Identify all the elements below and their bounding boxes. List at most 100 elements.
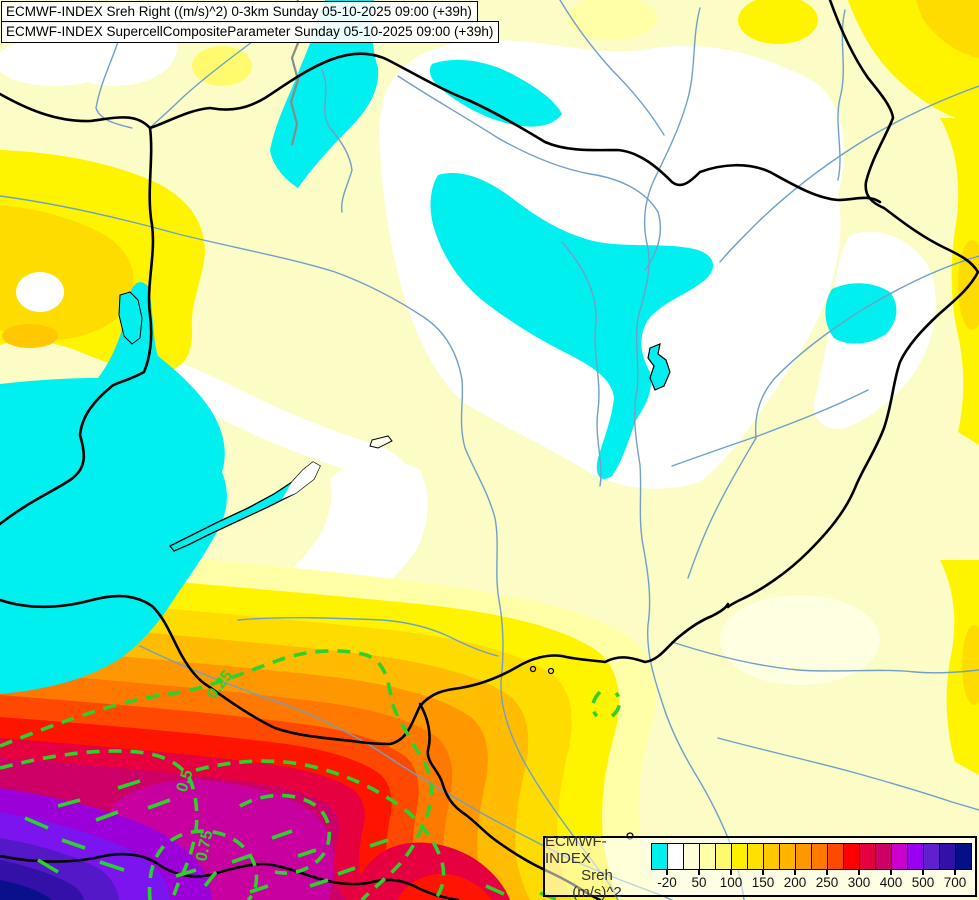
white-zone-br xyxy=(720,595,880,685)
river-tl-1 xyxy=(95,41,133,129)
colorbar-tick-label: 50 xyxy=(691,875,707,890)
small-lake-2 xyxy=(547,667,555,675)
colorbar-tick-label: -20 xyxy=(657,875,677,890)
colorbar-tick-label: 700 xyxy=(943,875,967,890)
scp-dash xyxy=(99,860,125,872)
negative-sreh-patches xyxy=(0,0,897,694)
scp-dash xyxy=(297,848,317,858)
border-northeast xyxy=(726,0,979,609)
colorbar-tick-label: 250 xyxy=(815,875,839,890)
colorbar-tick xyxy=(698,870,700,875)
yellow-se-band xyxy=(940,560,979,775)
scp-dash xyxy=(249,884,269,894)
scp-contours xyxy=(0,649,622,900)
map-title-line2: ECMWF-INDEX SupercellCompositeParameter … xyxy=(1,21,500,43)
border-bottomleft xyxy=(0,852,460,900)
border-northwest xyxy=(0,52,882,204)
scp-label-05: 0.5 xyxy=(174,768,197,795)
border-south xyxy=(0,594,730,746)
scp-dash xyxy=(485,884,505,896)
river-tl-2 xyxy=(149,41,253,129)
colorbar-cell xyxy=(667,843,684,870)
scp-contour-scatter xyxy=(24,779,557,900)
scp-contour-05-east xyxy=(195,759,446,900)
colorbar-tick xyxy=(794,870,796,875)
legend-box: ECMWF-INDEX Sreh (m/s)^2 -20 50 100 150 200 2… xyxy=(543,832,977,900)
cyan-central-band xyxy=(430,172,714,479)
river-koros xyxy=(671,389,869,467)
river-se-1 xyxy=(671,641,979,674)
lake-neusiedl xyxy=(118,291,143,345)
map-title-line1: ECMWF-INDEX Sreh Right ((m/s)^2) 0-3km S… xyxy=(1,1,478,23)
colorbar-cell xyxy=(955,843,972,870)
colorbar-cell xyxy=(843,843,860,870)
white-west-hole xyxy=(16,272,64,312)
band-navy xyxy=(0,880,52,900)
cyan-top-blob xyxy=(429,59,562,127)
colorbar-cell xyxy=(747,843,764,870)
scp-dash xyxy=(309,878,329,888)
colorbar-tick xyxy=(826,870,828,875)
yellow-dab-topleft xyxy=(192,46,252,86)
cyan-top-band xyxy=(270,0,379,188)
river-tl-3 xyxy=(321,69,353,213)
yellow-dab-top2 xyxy=(738,0,818,44)
colorbar-cell xyxy=(891,843,908,870)
scp-dash xyxy=(95,810,119,822)
scp-contour-025 xyxy=(0,649,434,900)
scp-dash xyxy=(37,858,59,874)
colorbar-cell xyxy=(939,843,956,870)
scp-dash xyxy=(175,868,197,878)
colorbar-cell xyxy=(651,843,668,870)
scp-dash xyxy=(337,866,356,876)
legend-label-line2: Sreh xyxy=(581,866,613,884)
colorbar-cell xyxy=(811,843,828,870)
legend-label-line1: ECMWF-INDEX xyxy=(545,832,607,867)
small-lake-1 xyxy=(529,665,537,673)
river-tisza xyxy=(633,7,745,900)
scp-dash xyxy=(271,829,293,840)
colorbar-tick-label: 400 xyxy=(879,875,903,890)
white-zone-nw-band xyxy=(143,352,408,479)
colorbar-cell xyxy=(827,843,844,870)
colorbar-cell xyxy=(715,843,732,870)
lake-balaton-east-tint xyxy=(282,462,320,499)
colorbar-tick xyxy=(762,870,764,875)
gold-se-dab xyxy=(962,625,979,705)
colorbar-cell xyxy=(699,843,716,870)
colorbar-cell xyxy=(779,843,796,870)
river-c-1 xyxy=(561,241,602,487)
amber-west-dab xyxy=(2,324,58,348)
colorbar xyxy=(651,843,972,870)
scp-contour-075 xyxy=(147,829,259,900)
river-danube-north xyxy=(397,75,662,271)
colorbar-area: -20 50 100 150 200 250 300 400 500 700 xyxy=(651,842,975,894)
colorbar-tick xyxy=(730,870,732,875)
colorbar-cell xyxy=(731,843,748,870)
scp-dash xyxy=(24,816,49,830)
scp-contour-inner xyxy=(239,793,332,875)
river-ne-1 xyxy=(719,85,979,263)
colorbar-cell xyxy=(763,843,780,870)
scp-dash xyxy=(61,838,86,850)
colorbar-tick-label: 500 xyxy=(911,875,935,890)
scp-dash xyxy=(57,798,81,808)
colorbar-tick-label: 100 xyxy=(719,875,743,890)
river-danube-west xyxy=(0,195,619,900)
scp-contour-tiny xyxy=(590,690,622,718)
colorbar-tick-label: 150 xyxy=(751,875,775,890)
scp-dash xyxy=(369,838,389,848)
colorbar-tick xyxy=(922,870,924,875)
colorbar-tick xyxy=(858,870,860,875)
colorbar-tick-label: 200 xyxy=(783,875,807,890)
colorbar-cell xyxy=(907,843,924,870)
cyan-west-band xyxy=(0,282,227,694)
colorbar-tick xyxy=(954,870,956,875)
lakes xyxy=(118,291,671,840)
scp-dash xyxy=(203,870,218,888)
colorbar-tick xyxy=(666,870,668,875)
lobe-red-east xyxy=(398,873,492,900)
